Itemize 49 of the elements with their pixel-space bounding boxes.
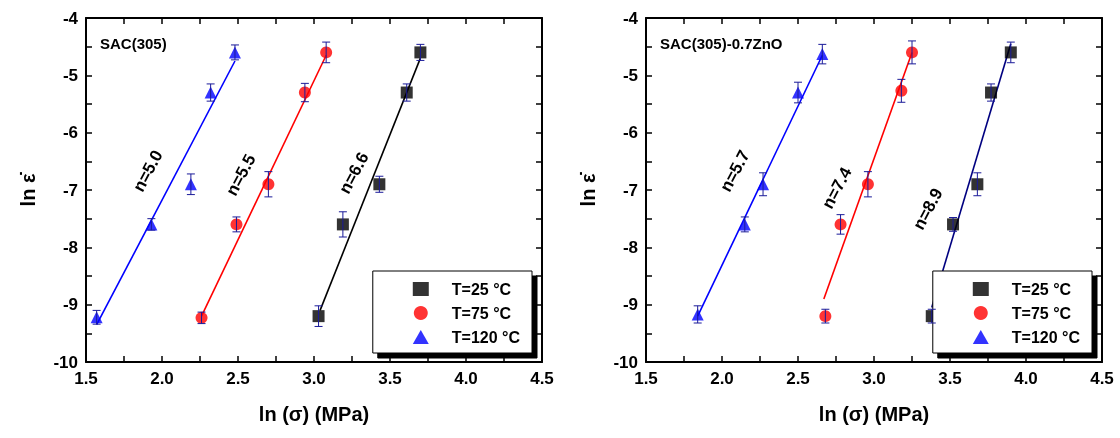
x-tick-label: 4.5 — [530, 369, 554, 388]
y-tick-label: -6 — [62, 123, 78, 143]
point — [1004, 46, 1017, 59]
x-tick-label: 3.5 — [378, 369, 402, 388]
x-tick-label: 4.0 — [454, 369, 478, 388]
legend-label: T=75 °C — [1011, 304, 1072, 322]
y-tick-label: -4 — [622, 8, 639, 28]
annotation: n=6.6 — [335, 149, 373, 197]
y-tick-label: -9 — [622, 295, 638, 315]
legend-label: T=120 °C — [1011, 328, 1081, 346]
x-tick-label: 2.5 — [226, 369, 250, 388]
legend-label: T=25 °C — [451, 280, 512, 298]
x-tick-label: 3.5 — [938, 369, 962, 388]
annotation: n=8.9 — [909, 185, 947, 233]
point — [971, 178, 984, 191]
x-tick-label: 4.0 — [1014, 369, 1038, 388]
annotation: SAC(305)-0.7ZnO — [660, 35, 783, 52]
x-tick-label: 4.5 — [1090, 369, 1114, 388]
y-tick-label: -8 — [622, 237, 638, 257]
annotation: n=7.4 — [818, 163, 856, 212]
y-tick-label: -7 — [622, 180, 638, 200]
x-axis-title: ln (σ) (MPa) — [818, 403, 930, 425]
x-tick-label: 3.0 — [302, 369, 326, 388]
x-axis-title: ln (σ) (MPa) — [258, 403, 370, 425]
x-tick-label: 2.5 — [786, 369, 810, 388]
annotation: SAC(305) — [100, 35, 167, 52]
y-axis-title: ln ε̇ — [17, 171, 39, 207]
annotation: n=5.7 — [716, 147, 754, 195]
y-tick-label: -5 — [622, 65, 638, 85]
x-tick-label: 2.0 — [150, 369, 174, 388]
y-tick-label: -4 — [62, 8, 79, 28]
y-tick-label: -8 — [62, 237, 78, 257]
legend-label: T=120 °C — [451, 328, 521, 346]
legend-label: T=25 °C — [1011, 280, 1072, 298]
point — [312, 310, 325, 323]
x-tick-label: 1.5 — [74, 369, 98, 388]
y-tick-label: -10 — [53, 352, 78, 372]
x-tick-label: 1.5 — [634, 369, 658, 388]
annotation: n=5.0 — [129, 147, 167, 195]
y-tick-label: -9 — [62, 295, 78, 315]
y-axis-title: ln ε̇ — [577, 171, 599, 207]
x-tick-label: 3.0 — [862, 369, 886, 388]
x-tick-label: 2.0 — [710, 369, 734, 388]
annotation: n=5.5 — [222, 151, 260, 199]
y-tick-label: -6 — [622, 123, 638, 143]
y-tick-label: -10 — [613, 352, 638, 372]
legend-label: T=75 °C — [451, 304, 512, 322]
y-tick-label: -5 — [62, 65, 78, 85]
y-tick-label: -7 — [62, 180, 78, 200]
